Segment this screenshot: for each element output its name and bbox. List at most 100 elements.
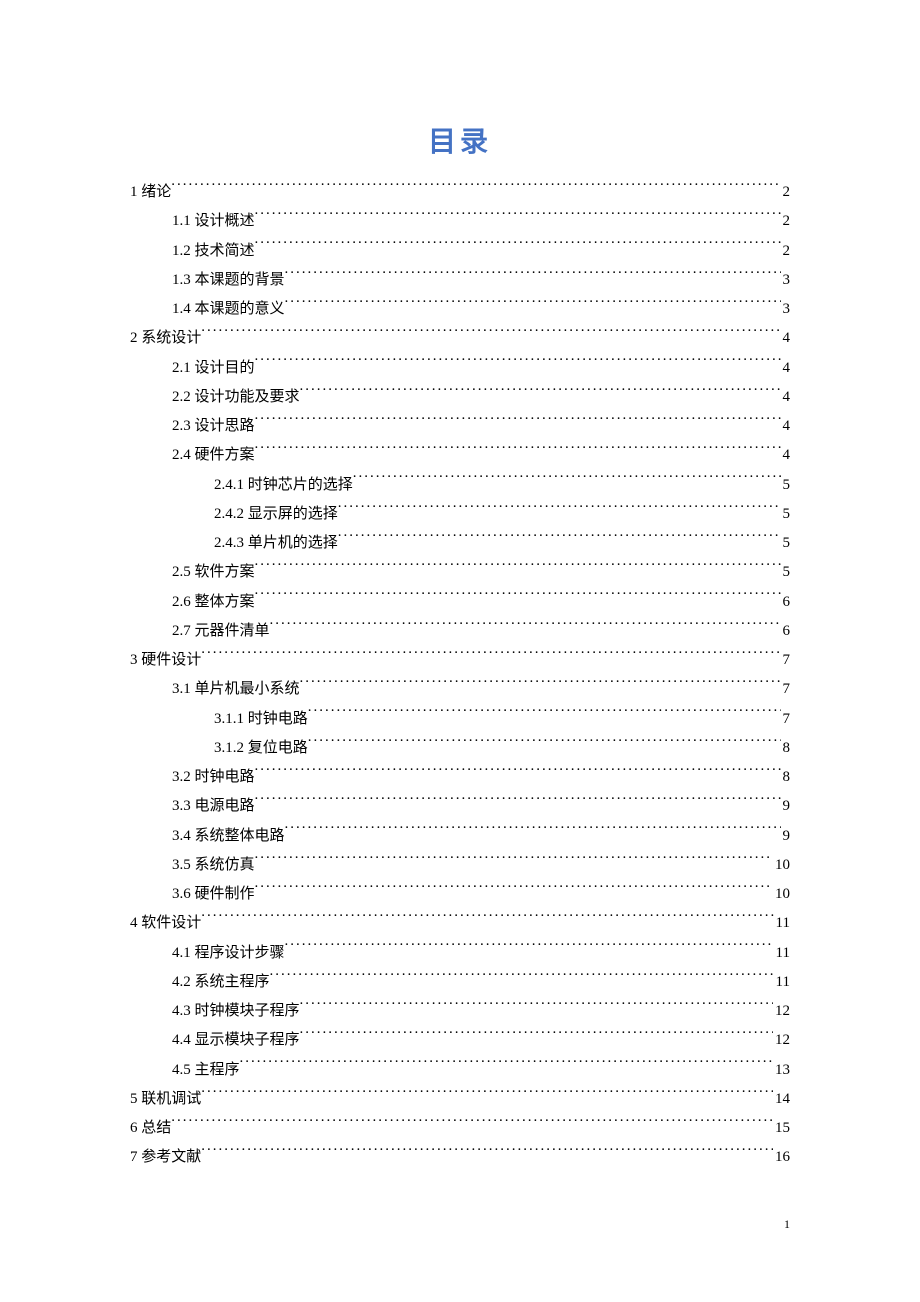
toc-leader-dots — [285, 942, 774, 957]
toc-entry: 1.3 本课题的背景 3 — [130, 266, 790, 295]
toc-entry-page: 3 — [781, 266, 791, 295]
toc-entry-page: 16 — [773, 1143, 790, 1172]
toc-entry-label: 1.1 设计概述 — [172, 207, 255, 236]
toc-entry: 4.4 显示模块子程序 12 — [130, 1026, 790, 1055]
toc-leader-dots — [300, 1029, 773, 1044]
toc-entry-label: 2.4.2 显示屏的选择 — [214, 500, 338, 529]
toc-leader-dots — [255, 766, 781, 781]
toc-entry-label: 1.4 本课题的意义 — [172, 295, 285, 324]
toc-entry-label: 1.3 本课题的背景 — [172, 266, 285, 295]
toc-leader-dots — [285, 298, 781, 313]
toc-entry-label: 2.6 整体方案 — [172, 588, 255, 617]
toc-entry-label: 3.1.2 复位电路 — [214, 734, 308, 763]
toc-entry: 3.1.1 时钟电路 7 — [130, 705, 790, 734]
toc-entry: 3 硬件设计7 — [130, 646, 790, 675]
toc-entry-page: 11 — [774, 909, 790, 938]
toc-leader-dots — [201, 1146, 773, 1161]
toc-list: 1 绪论21.1 设计概述21.2 技术简述21.3 本课题的背景31.4 本课… — [130, 178, 790, 1173]
toc-entry: 2.4 硬件方案 4 — [130, 441, 790, 470]
toc-entry-label: 3.5 系统仿真 — [172, 851, 255, 880]
toc-entry-page: 5 — [781, 558, 791, 587]
toc-entry-page: 12 — [773, 1026, 790, 1055]
toc-entry-label: 2.7 元器件清单 — [172, 617, 270, 646]
toc-entry: 3.3 电源电路 9 — [130, 792, 790, 821]
toc-entry: 4.2 系统主程序 11 — [130, 968, 790, 997]
toc-entry: 4 软件设计 11 — [130, 909, 790, 938]
toc-entry-page: 2 — [781, 207, 791, 236]
toc-entry: 3.1 单片机最小系统 7 — [130, 675, 790, 704]
toc-entry-label: 2.5 软件方案 — [172, 558, 255, 587]
toc-entry-page: 5 — [781, 500, 791, 529]
toc-entry: 2.6 整体方案6 — [130, 588, 790, 617]
toc-entry-page: 9 — [781, 822, 791, 851]
toc-entry-page: 2 — [781, 237, 791, 266]
toc-entry-page: 7 — [781, 675, 791, 704]
toc-leader-dots — [240, 1059, 773, 1074]
toc-leader-dots — [338, 532, 781, 547]
toc-entry-label: 2.3 设计思路 — [172, 412, 255, 441]
toc-entry-label: 1.2 技术简述 — [172, 237, 255, 266]
toc-entry-page: 7 — [781, 705, 791, 734]
toc-entry: 6 总结 15 — [130, 1114, 790, 1143]
toc-entry-page: 10 — [773, 880, 790, 909]
toc-entry: 2.4.3 单片机的选择 5 — [130, 529, 790, 558]
toc-entry-page: 4 — [781, 354, 791, 383]
toc-entry: 2.1 设计目的4 — [130, 354, 790, 383]
toc-entry-label: 2.4.1 时钟芯片的选择 — [214, 471, 353, 500]
toc-entry-label: 4 软件设计 — [130, 909, 201, 938]
toc-entry-page: 5 — [781, 471, 791, 500]
toc-entry-page: 8 — [781, 734, 791, 763]
toc-entry: 2.5 软件方案 5 — [130, 558, 790, 587]
toc-entry-label: 6 总结 — [130, 1114, 171, 1143]
toc-leader-dots — [255, 357, 781, 372]
toc-entry-label: 3.4 系统整体电路 — [172, 822, 285, 851]
toc-entry-label: 4.4 显示模块子程序 — [172, 1026, 300, 1055]
toc-entry-label: 2.2 设计功能及要求 — [172, 383, 300, 412]
toc-entry-page: 5 — [781, 529, 791, 558]
toc-leader-dots — [255, 883, 773, 898]
toc-entry-page: 4 — [781, 324, 791, 353]
toc-entry-label: 4.5 主程序 — [172, 1056, 240, 1085]
toc-entry-label: 5 联机调试 — [130, 1085, 201, 1114]
toc-leader-dots — [338, 503, 781, 518]
toc-entry-label: 3.1 单片机最小系统 — [172, 675, 300, 704]
toc-entry: 3.6 硬件制作10 — [130, 880, 790, 909]
toc-entry: 2.2 设计功能及要求4 — [130, 383, 790, 412]
toc-leader-dots — [201, 649, 780, 664]
toc-entry-page: 10 — [773, 851, 790, 880]
toc-leader-dots — [285, 269, 781, 284]
toc-entry-label: 7 参考文献 — [130, 1143, 201, 1172]
toc-leader-dots — [255, 854, 773, 869]
toc-leader-dots — [270, 620, 781, 635]
toc-entry-label: 4.1 程序设计步骤 — [172, 939, 285, 968]
toc-entry-page: 4 — [781, 412, 791, 441]
toc-entry-label: 2.4 硬件方案 — [172, 441, 255, 470]
toc-entry: 1.2 技术简述 2 — [130, 237, 790, 266]
toc-entry-label: 4.2 系统主程序 — [172, 968, 270, 997]
toc-entry: 3.5 系统仿真 10 — [130, 851, 790, 880]
toc-entry-page: 11 — [774, 968, 790, 997]
toc-leader-dots — [255, 210, 781, 225]
toc-leader-dots — [255, 561, 781, 576]
toc-leader-dots — [308, 737, 781, 752]
toc-entry-label: 3.3 电源电路 — [172, 792, 255, 821]
toc-entry-label: 3.1.1 时钟电路 — [214, 705, 308, 734]
toc-entry-page: 15 — [773, 1114, 790, 1143]
toc-leader-dots — [201, 327, 780, 342]
toc-entry-page: 4 — [781, 441, 791, 470]
toc-entry-page: 7 — [781, 646, 791, 675]
toc-leader-dots — [255, 795, 781, 810]
toc-entry: 7 参考文献 16 — [130, 1143, 790, 1172]
toc-title: 目录 — [130, 120, 790, 160]
toc-entry: 1.4 本课题的意义3 — [130, 295, 790, 324]
toc-leader-dots — [270, 971, 774, 986]
toc-entry: 3.1.2 复位电路 8 — [130, 734, 790, 763]
toc-leader-dots — [171, 1117, 773, 1132]
document-page: 目录 1 绪论21.1 设计概述21.2 技术简述21.3 本课题的背景31.4… — [0, 0, 920, 1233]
toc-entry-page: 9 — [781, 792, 791, 821]
toc-entry: 1 绪论2 — [130, 178, 790, 207]
toc-entry: 4.5 主程序13 — [130, 1056, 790, 1085]
toc-leader-dots — [255, 415, 781, 430]
toc-entry: 1.1 设计概述 2 — [130, 207, 790, 236]
toc-entry-label: 2.4.3 单片机的选择 — [214, 529, 338, 558]
